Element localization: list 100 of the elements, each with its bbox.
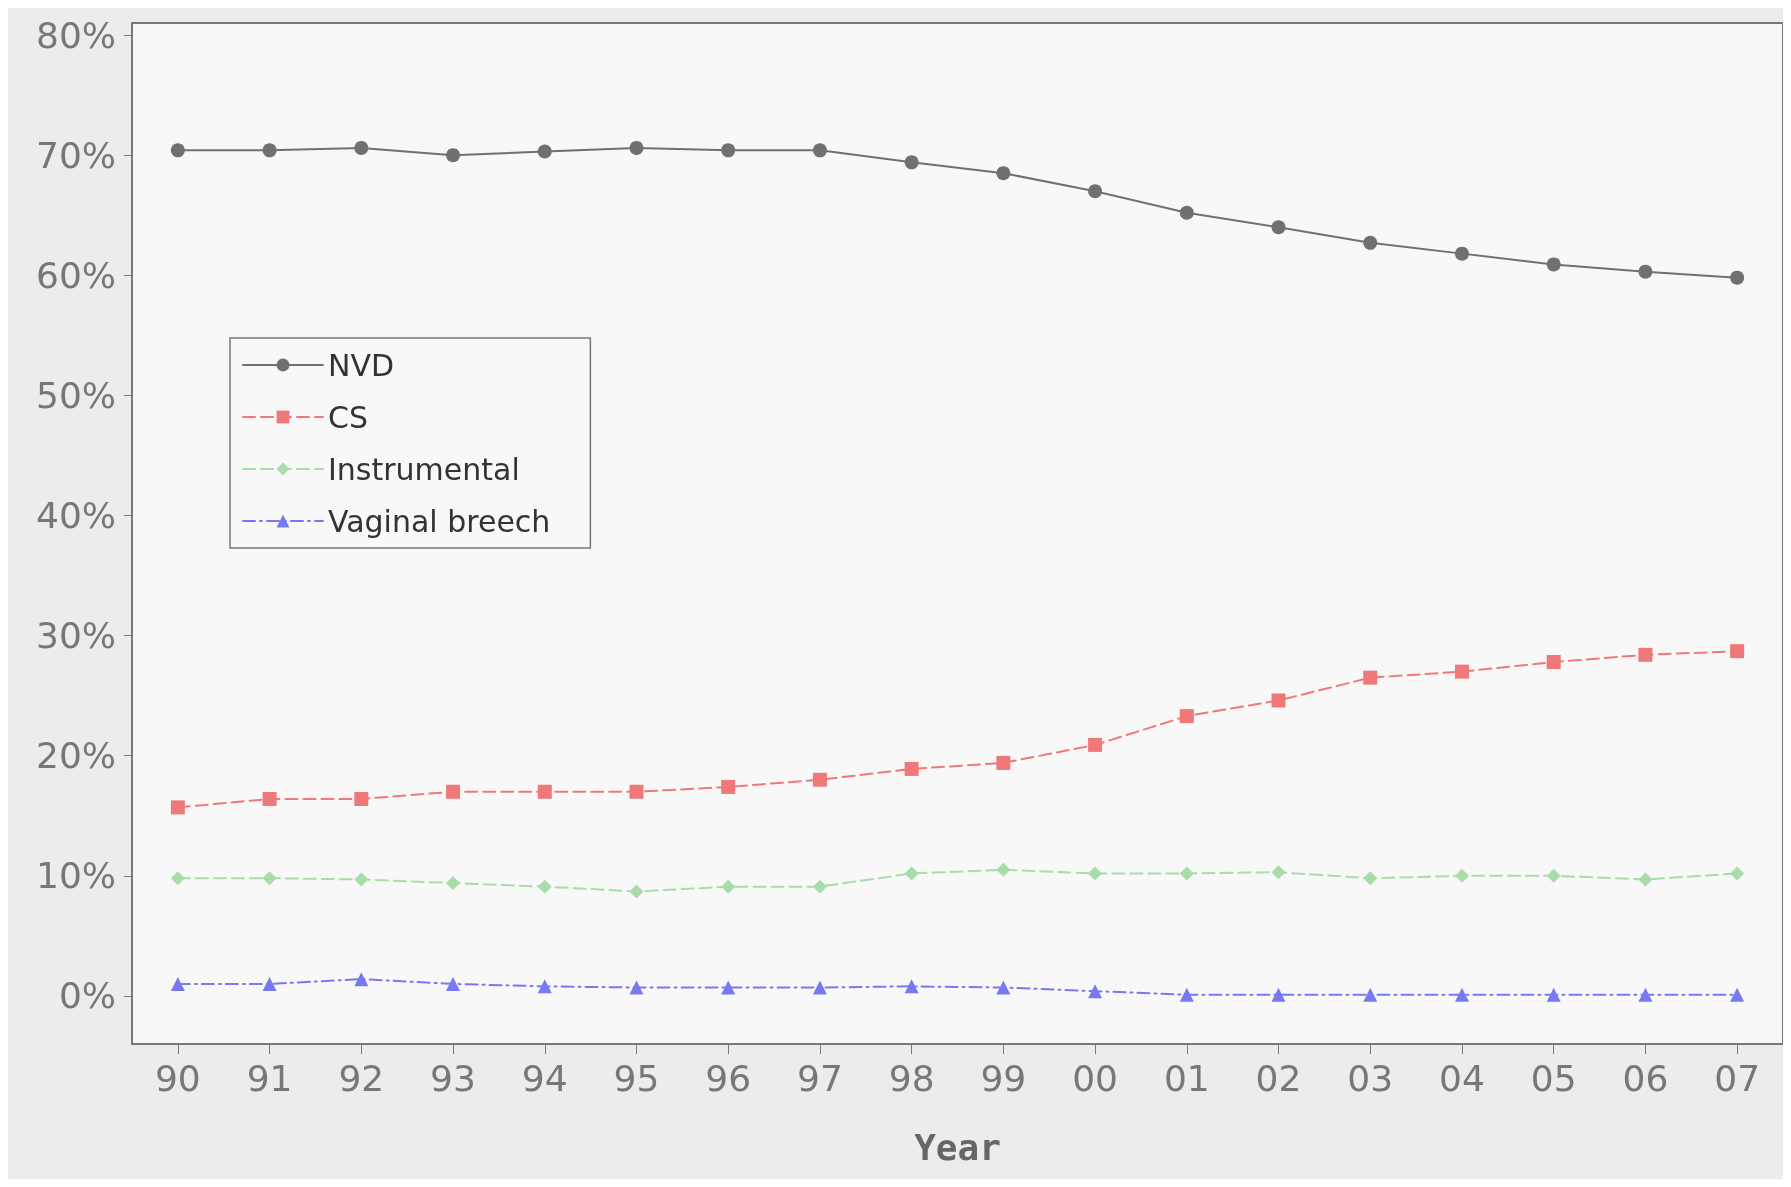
x-tick-label: 99 <box>980 1057 1027 1099</box>
point <box>1638 647 1653 662</box>
point <box>1088 866 1103 881</box>
point <box>170 976 185 991</box>
y-tick-label: 30% <box>35 615 116 657</box>
point <box>1271 987 1286 1002</box>
point <box>1638 872 1653 887</box>
point <box>904 155 919 170</box>
point <box>1179 866 1194 881</box>
point <box>1546 655 1561 670</box>
point <box>629 140 644 155</box>
point <box>262 976 277 991</box>
x-tick-label: 94 <box>521 1057 568 1099</box>
point <box>1454 868 1469 883</box>
point <box>904 866 919 881</box>
x-tick-label: 04 <box>1439 1057 1485 1099</box>
y-tick-label: 80% <box>35 14 116 56</box>
point <box>1454 987 1469 1002</box>
point <box>1546 868 1561 883</box>
point <box>1363 670 1378 685</box>
point <box>262 871 277 886</box>
y-tick-label: 70% <box>35 134 116 176</box>
point <box>904 761 919 776</box>
point <box>721 779 736 794</box>
point <box>721 980 736 995</box>
point <box>812 772 827 787</box>
point <box>1454 664 1469 679</box>
point <box>629 884 644 899</box>
point <box>1546 987 1561 1002</box>
point <box>1271 693 1286 708</box>
y-tick-label: 20% <box>35 735 116 777</box>
x-tick-label: 95 <box>613 1057 660 1099</box>
x-tick-label: 03 <box>1347 1057 1394 1099</box>
point <box>446 876 461 891</box>
y-tick-label: 60% <box>35 254 116 296</box>
point <box>1638 987 1653 1002</box>
point <box>1363 987 1378 1002</box>
point <box>629 980 644 995</box>
point <box>1088 737 1103 752</box>
point <box>812 143 827 158</box>
point <box>354 872 369 887</box>
legend-label: CS <box>328 399 368 435</box>
point <box>354 791 369 806</box>
y-tick-label: 40% <box>35 494 116 536</box>
x-tick-label: 06 <box>1622 1057 1669 1099</box>
point <box>812 980 827 995</box>
point <box>721 879 736 894</box>
point <box>1454 246 1469 261</box>
point <box>721 143 736 158</box>
y-tick-label: 0% <box>58 975 116 1017</box>
x-tick-label: 97 <box>797 1057 843 1099</box>
point <box>170 871 185 886</box>
x-tick-label: 91 <box>246 1057 293 1099</box>
point <box>354 140 369 155</box>
point <box>812 879 827 894</box>
point <box>996 862 1011 877</box>
point <box>446 148 461 163</box>
point <box>1730 866 1745 881</box>
point <box>262 791 277 806</box>
point <box>1546 257 1561 272</box>
point <box>170 800 185 815</box>
x-tick-label: 05 <box>1530 1057 1577 1099</box>
point <box>1730 270 1745 285</box>
point <box>996 166 1011 181</box>
legend-label: Instrumental <box>328 451 520 487</box>
point <box>996 980 1011 995</box>
point <box>170 143 185 158</box>
x-tick-label: 93 <box>430 1057 476 1099</box>
point <box>537 784 552 799</box>
point <box>1088 184 1103 199</box>
point <box>1730 644 1745 659</box>
point <box>996 755 1011 770</box>
point <box>904 979 919 994</box>
x-tick-label: 00 <box>1072 1057 1118 1099</box>
point <box>446 784 461 799</box>
point <box>1638 264 1653 279</box>
x-tick-label: 90 <box>154 1057 201 1099</box>
x-tick-label: 01 <box>1163 1057 1210 1099</box>
x-axis-title: Year <box>914 1126 1001 1168</box>
point <box>1179 709 1194 724</box>
x-tick-label: 96 <box>705 1057 752 1099</box>
x-tick-label: 92 <box>338 1057 385 1099</box>
legend-label: NVD <box>328 347 395 383</box>
point <box>1179 987 1194 1002</box>
point <box>446 976 461 991</box>
point <box>537 979 552 994</box>
x-tick-label: 07 <box>1714 1057 1761 1099</box>
x-tick-label: 02 <box>1255 1057 1302 1099</box>
point <box>1271 865 1286 880</box>
legend-label: Vaginal breech <box>328 503 551 539</box>
point <box>1271 220 1286 235</box>
x-tick-label: 98 <box>888 1057 935 1099</box>
point <box>1730 987 1745 1002</box>
point <box>537 879 552 894</box>
point <box>629 784 644 799</box>
y-tick-label: 50% <box>35 374 116 416</box>
point <box>1363 871 1378 886</box>
point <box>1088 984 1103 999</box>
point <box>354 972 369 987</box>
point <box>262 143 277 158</box>
